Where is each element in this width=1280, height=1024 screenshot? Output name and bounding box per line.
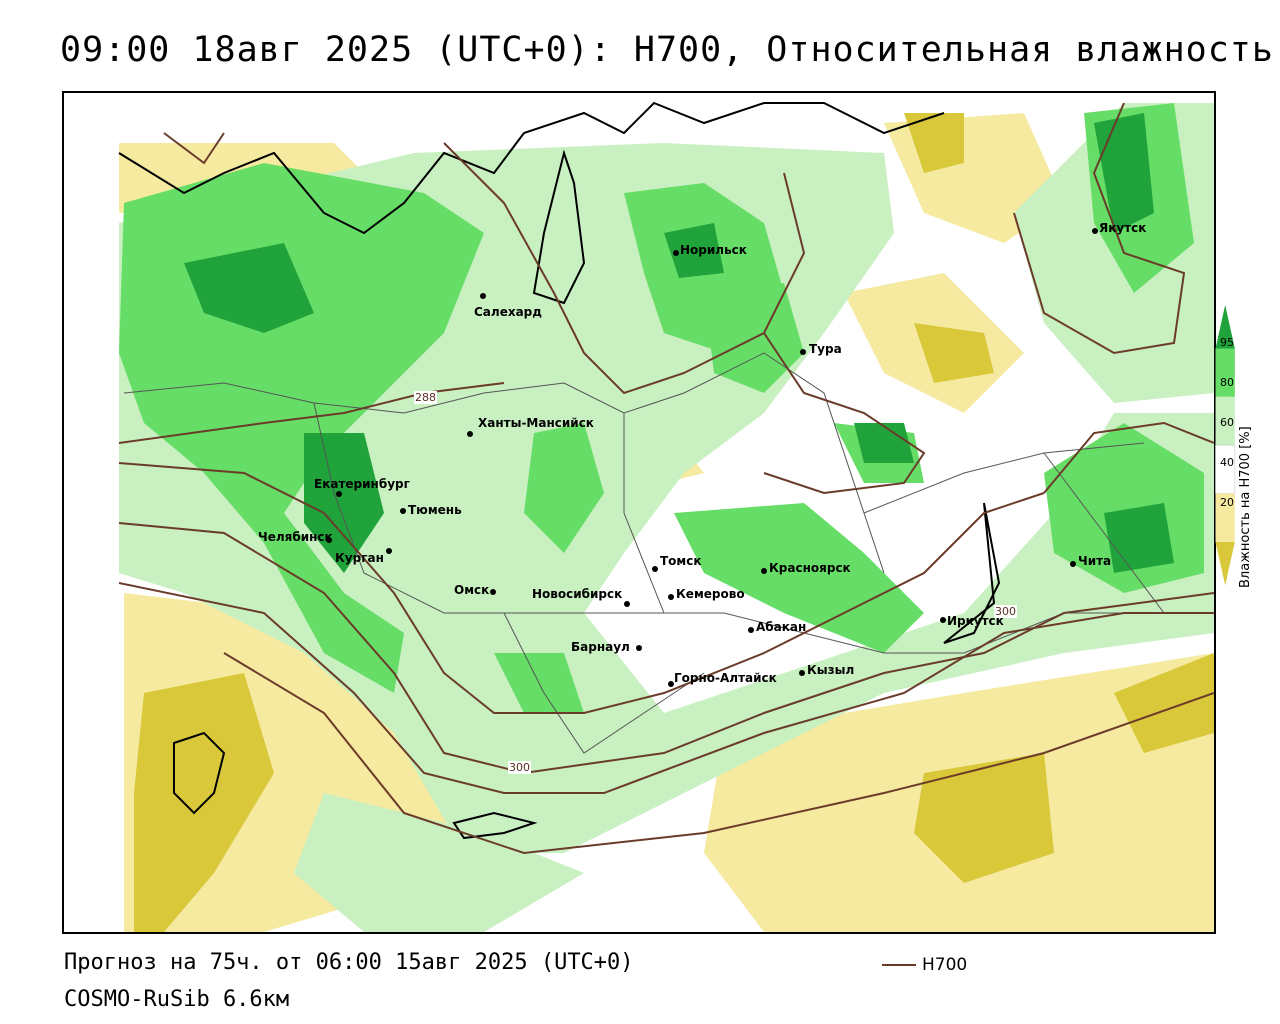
colorbar-tick: 20 <box>1220 496 1234 509</box>
city-label: Норильск <box>680 243 747 257</box>
city-marker <box>668 594 674 600</box>
city-marker <box>652 566 658 572</box>
city-marker <box>748 627 754 633</box>
city-label: Курган <box>335 551 384 565</box>
city-marker <box>386 548 392 554</box>
city-marker <box>400 508 406 514</box>
city-label: Омск <box>454 583 490 597</box>
city-marker <box>326 537 332 543</box>
forecast-info: Прогноз на 75ч. от 06:00 15авг 2025 (UTC… <box>64 950 634 975</box>
colorbar-segment <box>1215 396 1235 446</box>
isoline-legend: H700 <box>882 955 967 975</box>
city-label: Тюмень <box>408 503 462 517</box>
city-label: Ханты-Мансийск <box>478 416 594 430</box>
city-label: Иркутск <box>947 614 1004 628</box>
colorbar-segment <box>1215 305 1235 349</box>
colorbar-segment <box>1215 493 1235 542</box>
isoline-label: 300 <box>994 605 1017 618</box>
isoline-legend-label: H700 <box>922 955 968 975</box>
colorbar-title: Влажность на H700 [%] <box>1238 426 1253 588</box>
city-marker <box>800 349 806 355</box>
isoline-swatch <box>882 964 916 966</box>
coastlines <box>118 101 1001 840</box>
city-label: Красноярск <box>769 561 851 575</box>
city-marker <box>673 250 679 256</box>
city-label: Екатеринбург <box>314 477 410 491</box>
humidity-colorbar <box>1215 305 1236 586</box>
isoline-label: 300 <box>508 761 531 774</box>
city-marker <box>761 568 767 574</box>
city-label: Новосибирск <box>532 587 623 601</box>
colorbar-tick: 60 <box>1220 416 1234 429</box>
city-label: Челябинск <box>258 530 333 544</box>
city-marker <box>668 681 674 687</box>
colorbar-segment <box>1215 348 1235 397</box>
city-marker <box>1070 561 1076 567</box>
city-marker <box>467 431 473 437</box>
colorbar-tick: 95 <box>1220 336 1234 349</box>
humidity-field <box>118 101 1214 932</box>
colorbar-tick: 40 <box>1220 456 1234 469</box>
city-label: Горно-Алтайск <box>674 671 777 685</box>
city-label: Якутск <box>1099 221 1147 235</box>
city-label: Кызыл <box>807 663 855 677</box>
very-dry-regions <box>134 113 1214 932</box>
city-marker <box>624 601 630 607</box>
isoline-label: 288 <box>414 391 437 404</box>
city-marker <box>799 670 805 676</box>
colorbar-segment <box>1215 444 1236 494</box>
colorbar-segment <box>1215 541 1235 586</box>
city-marker <box>490 589 496 595</box>
city-label: Барнаул <box>571 640 630 654</box>
weather-map: 288 300 300 Норильск Якутск Салехард Тур… <box>62 91 1216 934</box>
model-info: COSMO-RuSib 6.6км <box>64 987 290 1012</box>
map-title: 09:00 18авг 2025 (UTC+0): H700, Относите… <box>60 30 1274 70</box>
city-label: Кемерово <box>676 587 745 601</box>
city-marker <box>336 491 342 497</box>
h700-isolines <box>118 102 1214 855</box>
city-marker <box>636 645 642 651</box>
city-marker <box>940 617 946 623</box>
city-marker <box>480 293 486 299</box>
colorbar-tick: 80 <box>1220 376 1234 389</box>
city-label: Тура <box>809 342 842 356</box>
city-marker <box>1092 228 1098 234</box>
city-label: Томск <box>660 554 702 568</box>
city-label: Чита <box>1078 554 1112 568</box>
city-label: Салехард <box>474 305 542 319</box>
city-label: Абакан <box>756 620 807 634</box>
